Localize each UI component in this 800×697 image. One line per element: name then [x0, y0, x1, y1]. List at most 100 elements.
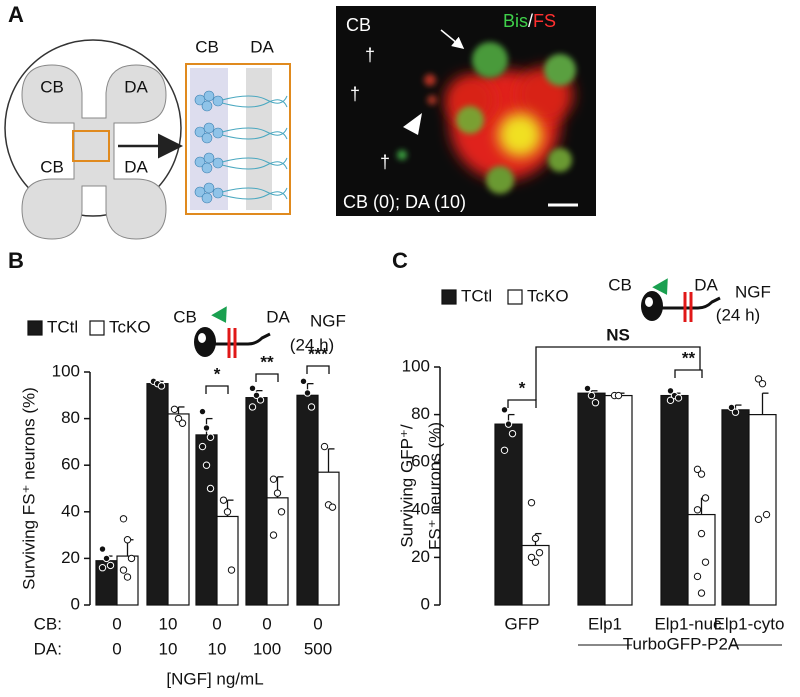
image-label: CB (0); DA (10) [343, 192, 466, 212]
y-tick-label: 60 [61, 455, 80, 474]
neuron-nucleus [645, 297, 653, 307]
axons [221, 95, 288, 200]
stimulus-marker [652, 278, 668, 295]
data-point [731, 408, 740, 416]
data-point [754, 515, 763, 524]
x-tick-label: 10 [208, 639, 227, 658]
dish-label: CB [40, 77, 64, 96]
inset-label: DA [266, 307, 290, 326]
arrow [440, 29, 465, 49]
data-point [727, 403, 736, 412]
data-point [98, 564, 107, 572]
y-tick-label: 0 [71, 594, 80, 613]
x-tick-label: Elp1-cyto [714, 614, 785, 633]
x-tick-label: 0 [112, 614, 121, 633]
data-point [299, 377, 308, 386]
bar [521, 544, 550, 606]
legend-label: TCtl [461, 286, 492, 305]
x-tick-label: 0 [262, 614, 271, 633]
compartment-label: CB [195, 37, 219, 56]
stain-label: FS [533, 11, 556, 31]
bar [317, 471, 340, 606]
inset-label: NGF [735, 282, 771, 301]
data-point [693, 572, 702, 581]
data-point [666, 396, 675, 405]
data-point [500, 406, 509, 414]
inset-label: (24 h) [716, 305, 760, 324]
x-tick-label: 10 [159, 639, 178, 658]
x-axis-label: [NGF] ng/mL [166, 669, 263, 688]
bracket [674, 369, 703, 378]
bar [660, 394, 689, 606]
bar [748, 414, 777, 606]
bar [296, 394, 319, 606]
data-point [123, 573, 132, 581]
data-point [701, 494, 710, 502]
significance-label: *** [308, 344, 328, 363]
y-tick-label: 20 [411, 547, 430, 566]
data-point [701, 558, 710, 566]
bracket [507, 399, 537, 408]
data-point [535, 548, 544, 557]
legend-swatch [89, 320, 105, 336]
y-axis-label: Surviving FS⁺ neurons (%) [19, 387, 38, 590]
data-point [531, 558, 540, 566]
data-point [754, 375, 763, 383]
x-tick-label: 10 [159, 614, 178, 633]
data-point [614, 391, 623, 400]
data-point [170, 405, 179, 413]
data-point [252, 391, 261, 399]
y-axis-label: FS⁺ neurons (%) [425, 422, 444, 550]
data-point [697, 589, 706, 597]
data-point [248, 384, 257, 393]
legend-label: TCtl [47, 317, 78, 336]
axon [662, 296, 721, 310]
y-tick-label: 40 [61, 501, 80, 520]
neuron-body [194, 327, 216, 357]
data-point [697, 470, 706, 478]
bar [167, 413, 190, 606]
dish-label: DA [124, 157, 148, 176]
data-point [227, 566, 236, 574]
axon [215, 332, 271, 346]
data-point [269, 475, 278, 483]
data-point [758, 379, 767, 388]
inset-label: NGF [310, 311, 346, 330]
data-point [591, 399, 600, 407]
x-tick-label: 100 [253, 639, 281, 658]
x-tick-label: 500 [304, 639, 332, 658]
panel-label: C [392, 248, 408, 273]
legend-swatch [441, 289, 457, 305]
chart: C 0 20 40 60 80 100 Surviving GFP⁺/ FS⁺ neurons … [392, 248, 784, 654]
y-tick-label: 80 [411, 404, 430, 423]
data-point [527, 498, 536, 507]
significance-label: ** [682, 348, 696, 367]
data-point [198, 442, 207, 451]
data-point [273, 489, 282, 497]
data-point [504, 420, 513, 428]
x-tick-label: Elp1-nuc [654, 614, 722, 633]
bar [146, 383, 169, 606]
data-point [762, 510, 771, 519]
inset-label: DA [694, 275, 718, 294]
y-tick-label: 20 [61, 548, 80, 567]
bar [216, 515, 239, 606]
data-point [527, 553, 536, 562]
data-point [206, 433, 215, 441]
stain-separator: / [528, 11, 533, 31]
bar [195, 434, 218, 606]
data-point [277, 508, 286, 516]
data-point [157, 382, 166, 390]
x-tick-label: 0 [313, 614, 322, 633]
bracket [535, 346, 701, 400]
data-point [328, 503, 337, 511]
inset-label: CB [608, 275, 632, 294]
x-tick-label: Elp1 [588, 614, 622, 633]
bar [494, 423, 523, 606]
y-tick-label: 80 [61, 408, 80, 427]
inset-label: (24 h) [290, 335, 334, 354]
data-point [666, 387, 675, 395]
data-point [127, 554, 136, 563]
marker: † [365, 45, 375, 65]
